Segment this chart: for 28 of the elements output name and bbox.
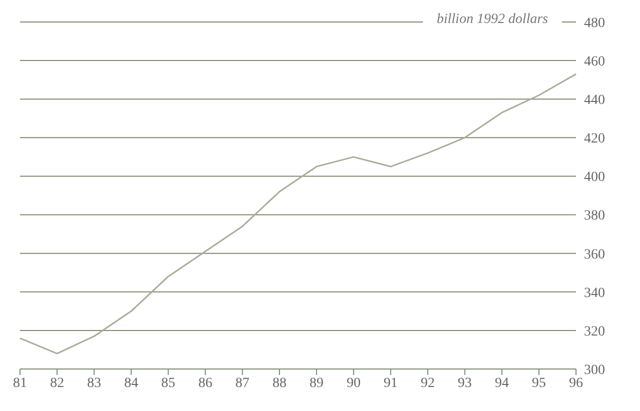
y-tick-label: 440 — [584, 93, 605, 108]
y-tick-label: 300 — [584, 362, 605, 378]
x-tick-label: 86 — [198, 376, 212, 391]
y-tick-label: 340 — [584, 286, 605, 301]
y-tick-label: 480 — [584, 16, 605, 31]
x-tick-label: 93 — [458, 376, 472, 391]
y-tick-label: 420 — [584, 132, 605, 147]
y-tick-label: 460 — [584, 54, 605, 70]
x-tick-label: 88 — [272, 376, 286, 391]
y-tick-label: 320 — [584, 324, 605, 340]
x-tick-label: 89 — [310, 376, 324, 391]
y-tick-label: 400 — [584, 170, 605, 186]
y-tick-label: 380 — [584, 208, 605, 224]
y-axis-title: billion 1992 dollars — [422, 12, 562, 28]
x-tick-label: 96 — [569, 376, 583, 391]
x-tick-label: 85 — [161, 376, 176, 391]
x-tick-label: 91 — [384, 376, 398, 391]
x-tick-label: 81 — [13, 376, 27, 391]
x-tick-label: 82 — [50, 376, 64, 391]
line-series — [19, 73, 577, 354]
x-tick-label: 87 — [235, 376, 250, 391]
x-tick-label: 94 — [494, 376, 509, 391]
x-tick-label: 95 — [532, 376, 546, 391]
x-tick-label: 84 — [124, 376, 138, 391]
y-tick-label: 360 — [584, 247, 605, 262]
x-tick-label: 83 — [87, 376, 102, 391]
x-tick-label: 90 — [346, 376, 361, 391]
x-tick-label: 92 — [420, 376, 435, 391]
